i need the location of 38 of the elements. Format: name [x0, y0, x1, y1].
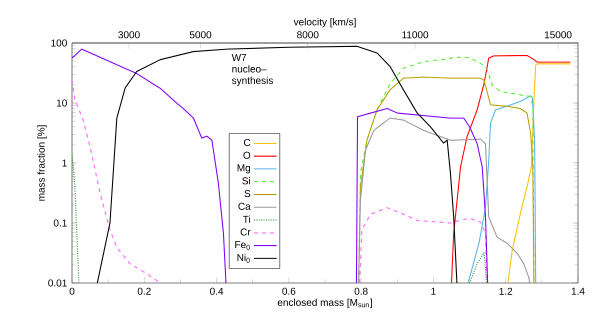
legend-label: Cr [240, 228, 251, 236]
legend-label: Ca [238, 202, 251, 210]
x-axis-title: enclosed mass [M$_{sun}$] [278, 298, 372, 308]
x2-tick-label: 11000 [402, 31, 428, 38]
legend-label: S [244, 190, 250, 198]
x2-tick-label: 8000 [297, 31, 319, 38]
legend-label: Fe$_{0}$ [235, 241, 250, 250]
x2-axis-title: velocity [km/s] [294, 18, 356, 28]
legend-label: C [244, 138, 250, 146]
annotation: nucleo– [232, 65, 267, 73]
annotation: synthesis [232, 76, 273, 86]
line-series [507, 63, 571, 283]
x-tick-label: 0 [70, 288, 74, 295]
x2-tick-label: 5000 [190, 31, 212, 38]
x-tick-label: 1.4 [572, 288, 585, 295]
y-axis-title: mass fraction [%] [37, 125, 47, 201]
x-tick-label: 0.6 [282, 288, 296, 295]
x-tick-label: 0.2 [138, 288, 151, 295]
y-tick-label: 0.01 [48, 279, 67, 287]
x-tick-label: 0.4 [210, 288, 224, 295]
x-tick-label: 0.8 [354, 288, 368, 295]
line-series [358, 118, 530, 283]
x-tick-label: 1 [431, 288, 436, 295]
y-tick-label: 1 [62, 160, 67, 166]
annotation: W7 [232, 54, 246, 61]
legend-label: Mg [238, 164, 250, 174]
legend-label: Ti [242, 215, 250, 223]
y-tick-label: 0.1 [54, 219, 67, 227]
x2-tick-label: 3000 [118, 31, 140, 38]
line-series [468, 95, 536, 283]
legend-label: Si [242, 177, 250, 184]
x-tick-label: 1.2 [500, 288, 512, 295]
line-series [450, 54, 571, 283]
y-tick-label: 10 [56, 99, 67, 107]
x2-tick-label: 15000 [544, 31, 572, 38]
legend-label: Ni$_{0}$ [238, 254, 250, 263]
legend-label: O [243, 152, 250, 159]
y-tick-label: 100 [51, 39, 67, 47]
